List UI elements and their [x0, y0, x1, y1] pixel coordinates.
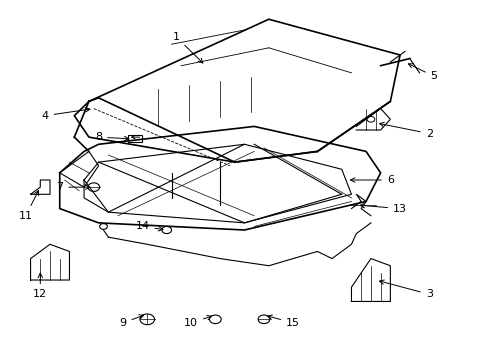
Bar	[127, 135, 142, 143]
Text: 7: 7	[56, 182, 90, 192]
Text: 2: 2	[379, 122, 432, 139]
Text: 13: 13	[360, 203, 406, 213]
Text: 8: 8	[95, 132, 128, 142]
Text: 4: 4	[41, 108, 90, 121]
Text: 6: 6	[350, 175, 393, 185]
Text: 15: 15	[267, 315, 300, 328]
Text: 11: 11	[19, 190, 39, 221]
Text: 12: 12	[33, 273, 47, 299]
Text: 9: 9	[119, 315, 143, 328]
Text: 5: 5	[407, 64, 437, 81]
Text: 14: 14	[135, 221, 163, 231]
Text: 3: 3	[379, 280, 432, 299]
Text: 10: 10	[183, 315, 211, 328]
Text: 1: 1	[173, 32, 203, 63]
